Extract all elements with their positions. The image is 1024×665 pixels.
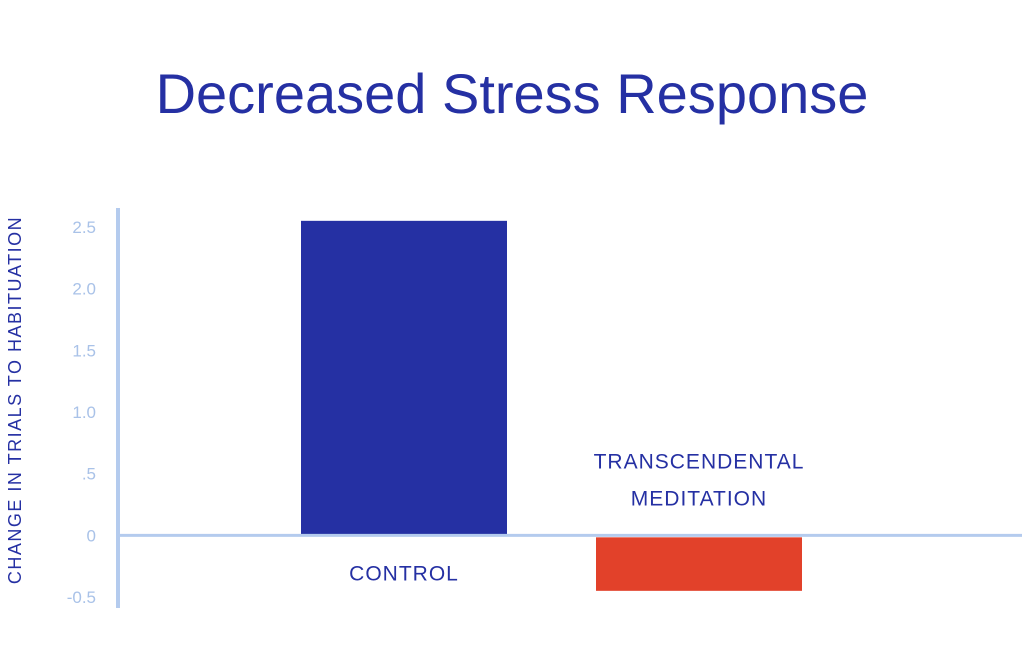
- y-tick-label: 0: [87, 526, 96, 545]
- category-label: MEDITATION: [631, 487, 767, 510]
- y-tick-label: 2.5: [72, 218, 96, 237]
- y-tick-label: 2.0: [72, 280, 96, 299]
- category-label: CONTROL: [349, 562, 459, 585]
- category-label: TRANSCENDENTAL: [594, 450, 805, 473]
- category-labels: CONTROL TRANSCENDENTAL MEDITATION: [349, 450, 805, 585]
- y-tick-label: 1.5: [72, 341, 96, 360]
- bars: [301, 220, 802, 591]
- y-axis-ticks: 2.5 2.0 1.5 1.0 .5 0 -0.5: [67, 218, 96, 607]
- y-tick-label: .5: [82, 465, 96, 484]
- y-tick-label: 1.0: [72, 403, 96, 422]
- y-axis-label: CHANGE IN TRIALS TO HABITUATION: [5, 216, 25, 584]
- chart-title: Decreased Stress Response: [156, 62, 869, 125]
- y-tick-label: -0.5: [67, 588, 96, 607]
- bar: [596, 537, 802, 591]
- bar: [301, 220, 507, 535]
